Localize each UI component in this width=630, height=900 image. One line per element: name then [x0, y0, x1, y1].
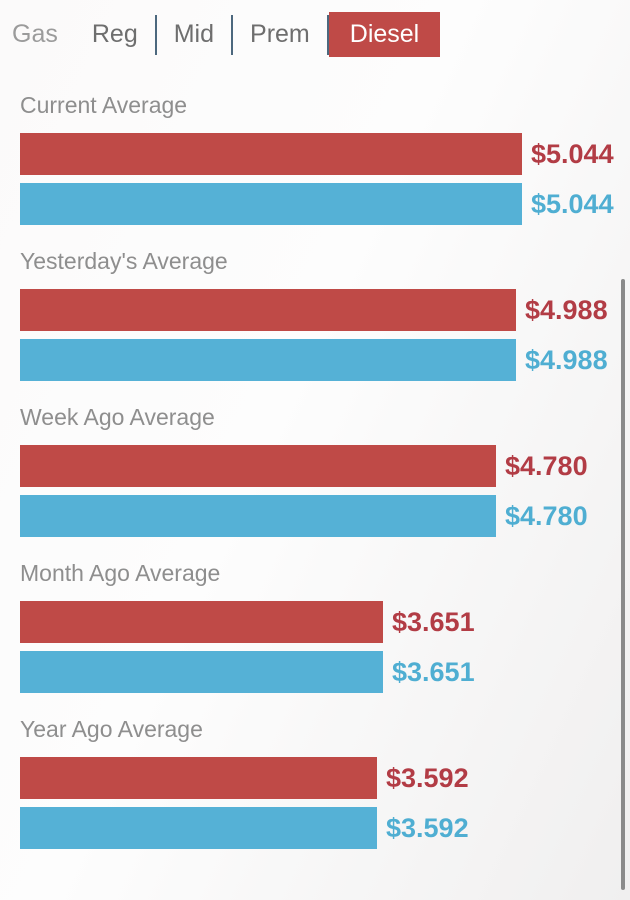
section-title: Week Ago Average — [20, 404, 215, 430]
tab-prem[interactable]: Prem — [250, 20, 310, 48]
bar-row: $5.044 — [20, 183, 630, 225]
red-bar — [20, 289, 516, 331]
section-title: Year Ago Average — [20, 716, 203, 742]
red-bar — [20, 133, 522, 175]
red-bar-value: $5.044 — [531, 138, 614, 169]
bar-row: $4.988 — [20, 339, 630, 381]
section-title: Month Ago Average — [20, 560, 221, 586]
section-month-ago-average: Month Ago Average $3.651 $3.651 — [20, 561, 630, 693]
bar-row: $3.592 — [20, 807, 630, 849]
tab-separator — [231, 14, 234, 55]
red-bar — [20, 757, 377, 799]
bar-row: $4.988 — [20, 289, 630, 331]
blue-bar — [20, 807, 377, 849]
section-title: Yesterday's Average — [20, 248, 228, 274]
blue-bar-value: $4.988 — [525, 344, 608, 375]
tab-diesel[interactable]: Diesel — [328, 12, 441, 57]
bar-row: $3.592 — [20, 757, 630, 799]
red-bar-value: $3.592 — [386, 762, 469, 793]
scrollbar-thumb[interactable] — [621, 279, 625, 890]
tab-separator — [154, 14, 157, 55]
tab-separator — [326, 14, 329, 55]
tab-gas[interactable]: Gas — [12, 20, 58, 48]
bar-row: $4.780 — [20, 445, 630, 487]
section-title: Current Average — [20, 92, 188, 118]
blue-bar — [20, 651, 383, 693]
blue-bar — [20, 495, 496, 537]
blue-bar-value: $5.044 — [531, 188, 614, 219]
fuel-tab-bar: Gas Reg Mid Prem Diesel — [0, 12, 630, 57]
blue-bar-value: $3.592 — [386, 812, 469, 843]
section-yesterday-average: Yesterday's Average $4.988 $4.988 — [20, 249, 630, 381]
section-week-ago-average: Week Ago Average $4.780 $4.780 — [20, 405, 630, 537]
blue-bar — [20, 183, 522, 225]
tab-reg[interactable]: Reg — [91, 20, 138, 48]
red-bar-value: $4.988 — [525, 294, 608, 325]
blue-bar — [20, 339, 516, 381]
bar-row: $3.651 — [20, 601, 630, 643]
price-chart: Current Average $5.044 $5.044 Yesterday'… — [0, 57, 630, 849]
section-current-average: Current Average $5.044 $5.044 — [20, 93, 630, 225]
blue-bar-value: $4.780 — [505, 500, 588, 531]
tab-mid[interactable]: Mid — [173, 20, 215, 48]
red-bar-value: $3.651 — [392, 606, 475, 637]
section-year-ago-average: Year Ago Average $3.592 $3.592 — [20, 717, 630, 849]
bar-row: $5.044 — [20, 133, 630, 175]
bar-row: $4.780 — [20, 495, 630, 537]
bar-row: $3.651 — [20, 651, 630, 693]
red-bar-value: $4.780 — [505, 450, 588, 481]
red-bar — [20, 445, 496, 487]
blue-bar-value: $3.651 — [392, 656, 475, 687]
red-bar — [20, 601, 383, 643]
